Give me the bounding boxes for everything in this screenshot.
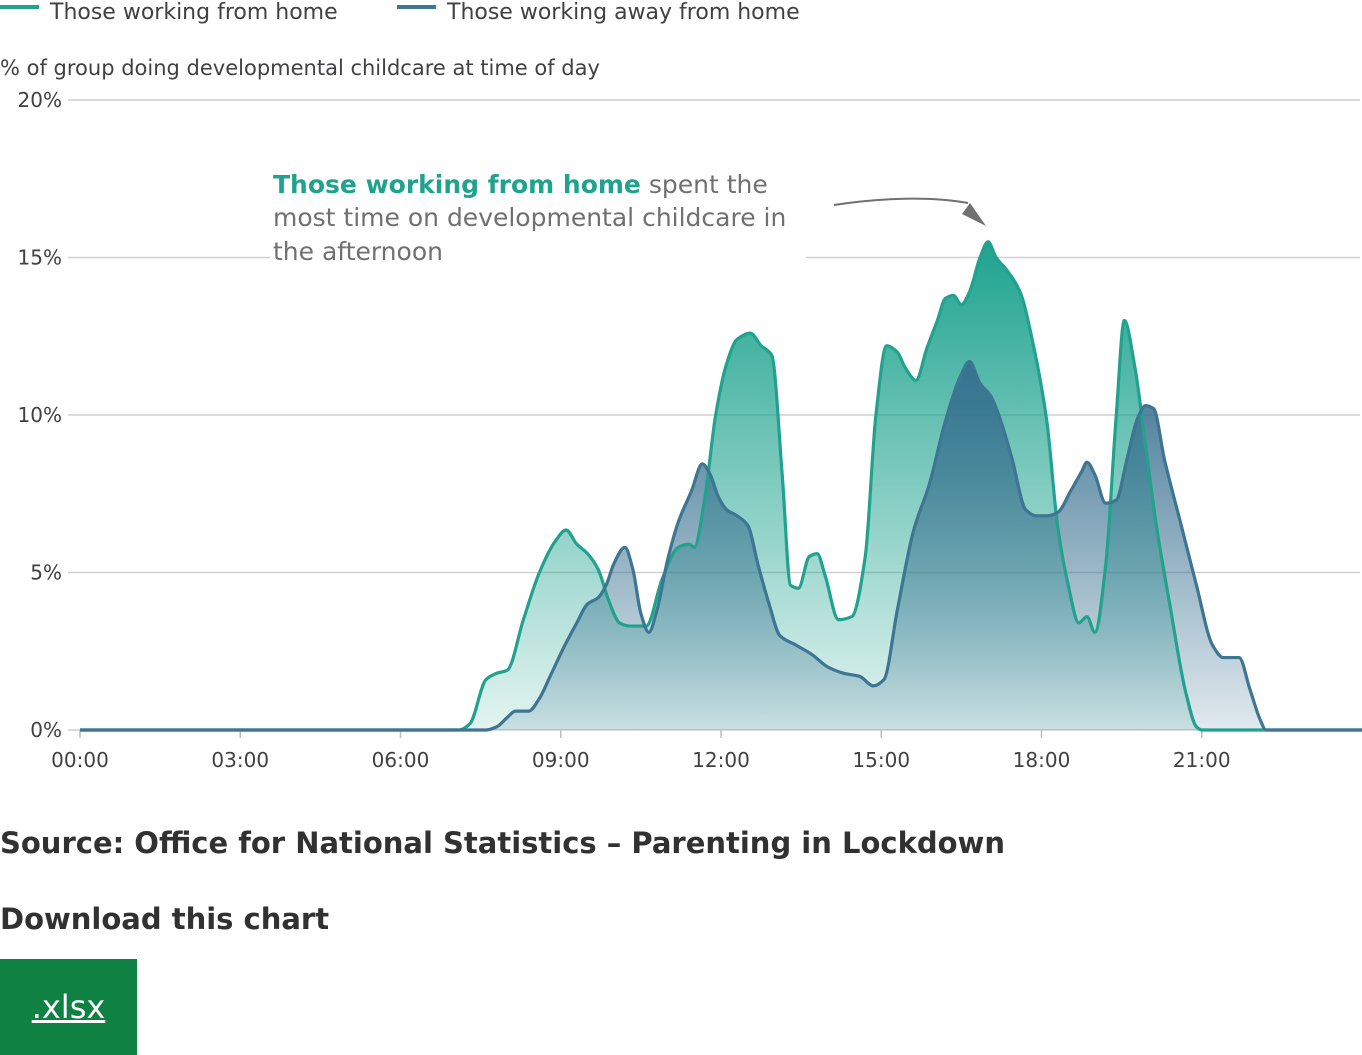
annotation: Those working from home spent the most t… [270, 162, 986, 266]
download-xlsx-button[interactable]: .xlsx [0, 959, 137, 1055]
annotation-line-1-rest: spent the [641, 170, 768, 199]
annotation-background [270, 162, 806, 264]
source-note: Source: Office for National Statistics –… [0, 826, 1005, 860]
annotation-line-1: Those working from home spent the [273, 170, 768, 199]
legend: Those working from home Those working aw… [0, 0, 800, 25]
x-tick-label: 06:00 [372, 748, 430, 772]
tick-labels: 0% 5% 10% 15% 20% 00:00 03:00 06:00 09:00 12:00 15… [18, 88, 1231, 772]
annotation-line-3: the afternoon [273, 237, 443, 266]
x-tick-label: 03:00 [211, 748, 269, 772]
legend-swatch-away [397, 5, 436, 9]
download-heading: Download this chart [0, 902, 330, 936]
chart: Those working from home Those working aw… [0, 0, 1362, 772]
x-tick-label: 09:00 [532, 748, 590, 772]
y-axis-title: % of group doing developmental childcare… [0, 56, 600, 80]
y-tick-label: 0% [30, 718, 62, 742]
legend-label-home: Those working from home [49, 0, 338, 25]
legend-swatch-home [0, 5, 39, 9]
y-tick-label: 15% [18, 246, 62, 270]
series-line-away [80, 359, 1362, 732]
x-tick-label: 18:00 [1013, 748, 1071, 772]
series-line-home [80, 240, 1362, 732]
x-tick-label: 12:00 [692, 748, 750, 772]
annotation-line-2: most time on developmental childcare in [273, 203, 786, 232]
x-tick-label: 21:00 [1173, 748, 1231, 772]
annotation-arrowhead-icon [962, 203, 986, 226]
plot-area [80, 240, 1362, 732]
y-tick-label: 10% [18, 403, 62, 427]
y-tick-label: 5% [30, 561, 62, 585]
series-area-away [80, 361, 1362, 730]
annotation-highlight: Those working from home [273, 170, 641, 199]
x-tick-label: 00:00 [51, 748, 109, 772]
y-tick-label: 20% [18, 88, 62, 112]
legend-label-away: Those working away from home [446, 0, 800, 25]
x-tick-label: 15:00 [852, 748, 910, 772]
annotation-arrow [833, 197, 969, 206]
